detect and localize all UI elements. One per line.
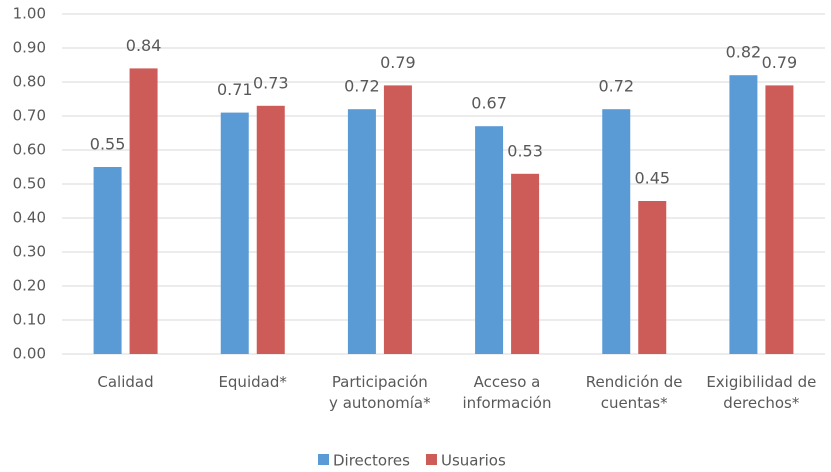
y-tick-label: 0.00	[13, 345, 46, 363]
bar	[383, 85, 412, 355]
bar	[256, 105, 285, 354]
data-label: 0.84	[126, 36, 162, 55]
bar	[475, 126, 504, 354]
bar	[638, 201, 667, 354]
y-tick-label: 0.20	[13, 277, 46, 295]
y-tick-label: 0.50	[13, 175, 46, 193]
data-label: 0.72	[598, 77, 634, 96]
bar	[511, 173, 540, 354]
legend-swatch	[318, 454, 329, 465]
x-tick-label: Rendición de cuentas*	[585, 373, 683, 412]
y-tick-label: 0.90	[13, 39, 46, 57]
data-label: 0.79	[380, 53, 416, 72]
bar	[347, 109, 376, 354]
y-tick-label: 0.80	[13, 73, 46, 91]
x-tick-label: Calidad	[97, 373, 154, 391]
bar	[220, 112, 249, 354]
data-label: 0.79	[762, 53, 798, 72]
y-tick-label: 0.70	[13, 107, 46, 125]
x-tick-label: Participación y autonomía*	[329, 373, 431, 412]
data-label: 0.45	[634, 169, 670, 188]
legend-label: Directores	[333, 452, 410, 470]
y-tick-label: 0.60	[13, 141, 46, 159]
y-tick-label: 0.30	[13, 243, 46, 261]
data-label: 0.67	[471, 94, 507, 113]
legend-label: Usuarios	[441, 452, 506, 470]
bar	[765, 85, 794, 355]
bar	[729, 75, 758, 354]
bar	[602, 109, 631, 354]
data-label: 0.55	[90, 135, 126, 154]
x-tick-label: Acceso a información	[462, 373, 552, 412]
data-label: 0.82	[726, 43, 762, 62]
data-label: 0.73	[253, 73, 289, 92]
y-tick-label: 0.10	[13, 311, 46, 329]
y-tick-label: 0.40	[13, 209, 46, 227]
data-label: 0.72	[344, 77, 380, 96]
data-label: 0.53	[507, 141, 543, 160]
bar	[129, 68, 158, 355]
legend-swatch	[425, 454, 437, 465]
x-tick-label: Exigibilidad de derechos*	[706, 373, 817, 412]
x-tick-label: Equidad*	[218, 373, 287, 391]
data-label: 0.71	[217, 80, 253, 99]
bar	[93, 167, 122, 354]
y-tick-label: 1.00	[13, 5, 46, 23]
